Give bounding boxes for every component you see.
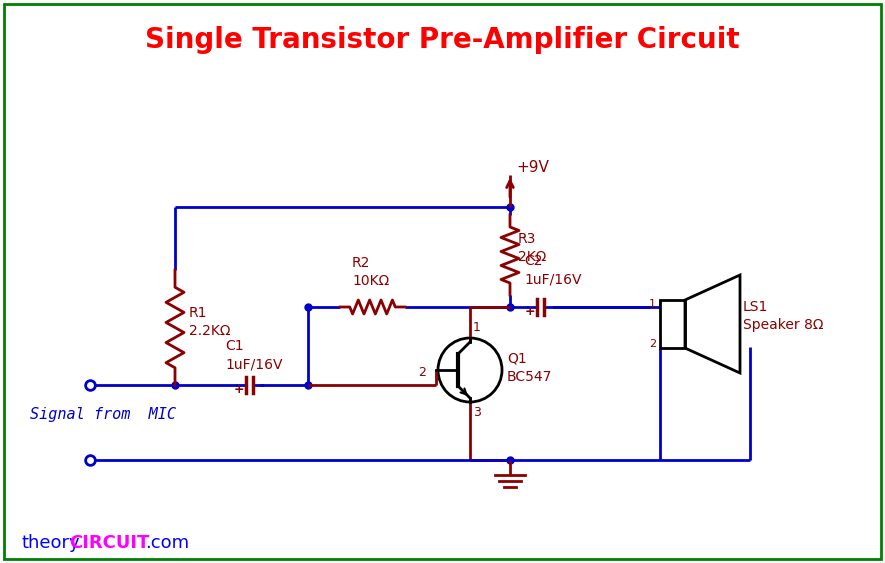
Text: 1: 1 <box>649 299 656 309</box>
Text: +9V: +9V <box>516 160 549 176</box>
Text: R3
2KΩ: R3 2KΩ <box>518 232 546 264</box>
Text: CIRCUIT: CIRCUIT <box>69 534 150 552</box>
Text: C2
1uF/16V: C2 1uF/16V <box>524 254 581 286</box>
Text: 2: 2 <box>649 339 656 349</box>
Bar <box>660 300 685 348</box>
Text: LS1
Speaker 8Ω: LS1 Speaker 8Ω <box>743 300 824 332</box>
Text: +: + <box>234 383 244 396</box>
Text: .com: .com <box>145 534 189 552</box>
Text: 2: 2 <box>418 367 426 379</box>
Text: +: + <box>525 305 535 318</box>
Text: 1: 1 <box>473 321 481 334</box>
Text: Q1
BC547: Q1 BC547 <box>507 352 552 384</box>
Text: R2
10KΩ: R2 10KΩ <box>352 256 389 288</box>
Text: Single Transistor Pre-Amplifier Circuit: Single Transistor Pre-Amplifier Circuit <box>144 26 739 54</box>
Text: R1
2.2KΩ: R1 2.2KΩ <box>189 306 230 338</box>
Text: theory: theory <box>22 534 81 552</box>
Text: Signal from  MIC: Signal from MIC <box>30 408 176 422</box>
Text: 3: 3 <box>473 406 481 419</box>
Text: C1
1uF/16V: C1 1uF/16V <box>225 339 282 371</box>
